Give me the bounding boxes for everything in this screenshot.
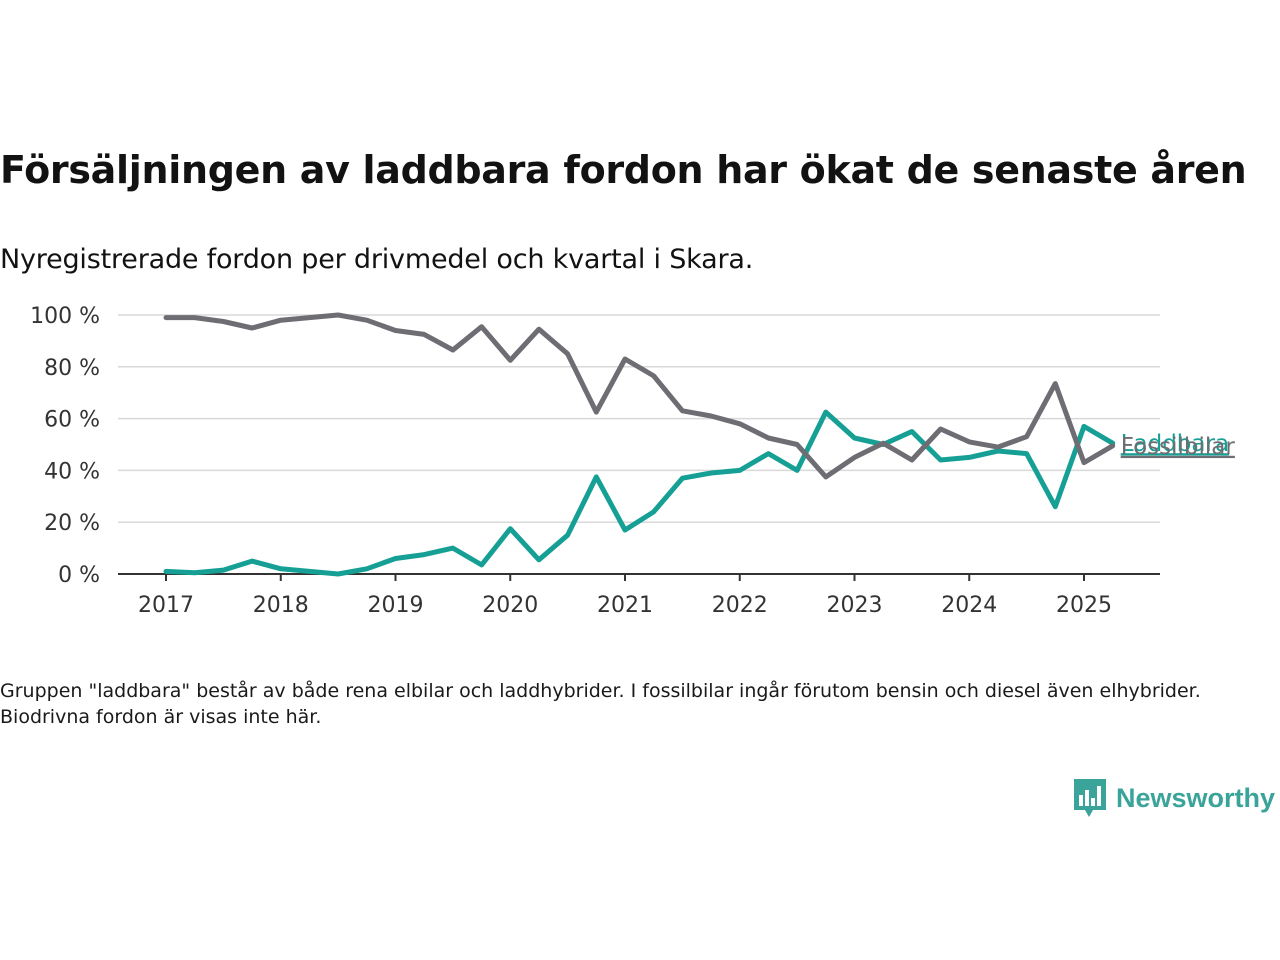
y-tick-label: 20 % xyxy=(44,511,100,536)
x-tick-label: 2019 xyxy=(368,593,424,618)
y-tick-label: 80 % xyxy=(44,356,100,381)
x-axis: 2017 2018 2019 2020 2021 2022 2023 2024 2025 xyxy=(118,573,1160,618)
y-axis-tick-labels: 0 % 20 % 40 % 60 % 80 % 100 % xyxy=(30,304,100,588)
y-tick-label: 0 % xyxy=(58,563,100,588)
series-lines xyxy=(163,312,1116,577)
x-tick-label: 2018 xyxy=(253,593,309,618)
x-tick-label: 2017 xyxy=(138,593,194,618)
y-tick-label: 40 % xyxy=(44,459,100,484)
footnote: Gruppen "laddbara" består av både rena e… xyxy=(0,680,1201,728)
x-tick-label: 2024 xyxy=(941,593,997,618)
line-chart: 0 % 20 % 40 % 60 % 80 % 100 % 2017 2018 2019 202… xyxy=(30,304,1236,618)
x-tick-label: 2021 xyxy=(597,593,653,618)
newsworthy-logo[interactable]: Newsworthy xyxy=(1072,776,1275,820)
x-tick-label: 2020 xyxy=(482,593,538,618)
chart-title: Försäljningen av laddbara fordon har öka… xyxy=(0,148,1247,192)
y-tick-label: 100 % xyxy=(30,304,100,329)
x-tick-label: 2023 xyxy=(827,593,883,618)
series-label-laddbara: Laddbara xyxy=(1121,431,1229,457)
x-tick-label: 2025 xyxy=(1056,593,1112,618)
gridlines xyxy=(118,314,1160,523)
x-tick-label: 2022 xyxy=(712,593,768,618)
y-tick-label: 60 % xyxy=(44,408,100,433)
brand-name: Newsworthy xyxy=(1116,782,1276,813)
series-line-fossilbilar xyxy=(163,312,1116,480)
series-line-laddbara xyxy=(163,409,1116,577)
bar-chart-speech-bubble-icon xyxy=(1074,779,1106,817)
chart-subtitle: Nyregistrerade fordon per drivmedel och … xyxy=(0,244,754,275)
series-label-fossilbilar: Fossilbilar xyxy=(1121,434,1236,460)
